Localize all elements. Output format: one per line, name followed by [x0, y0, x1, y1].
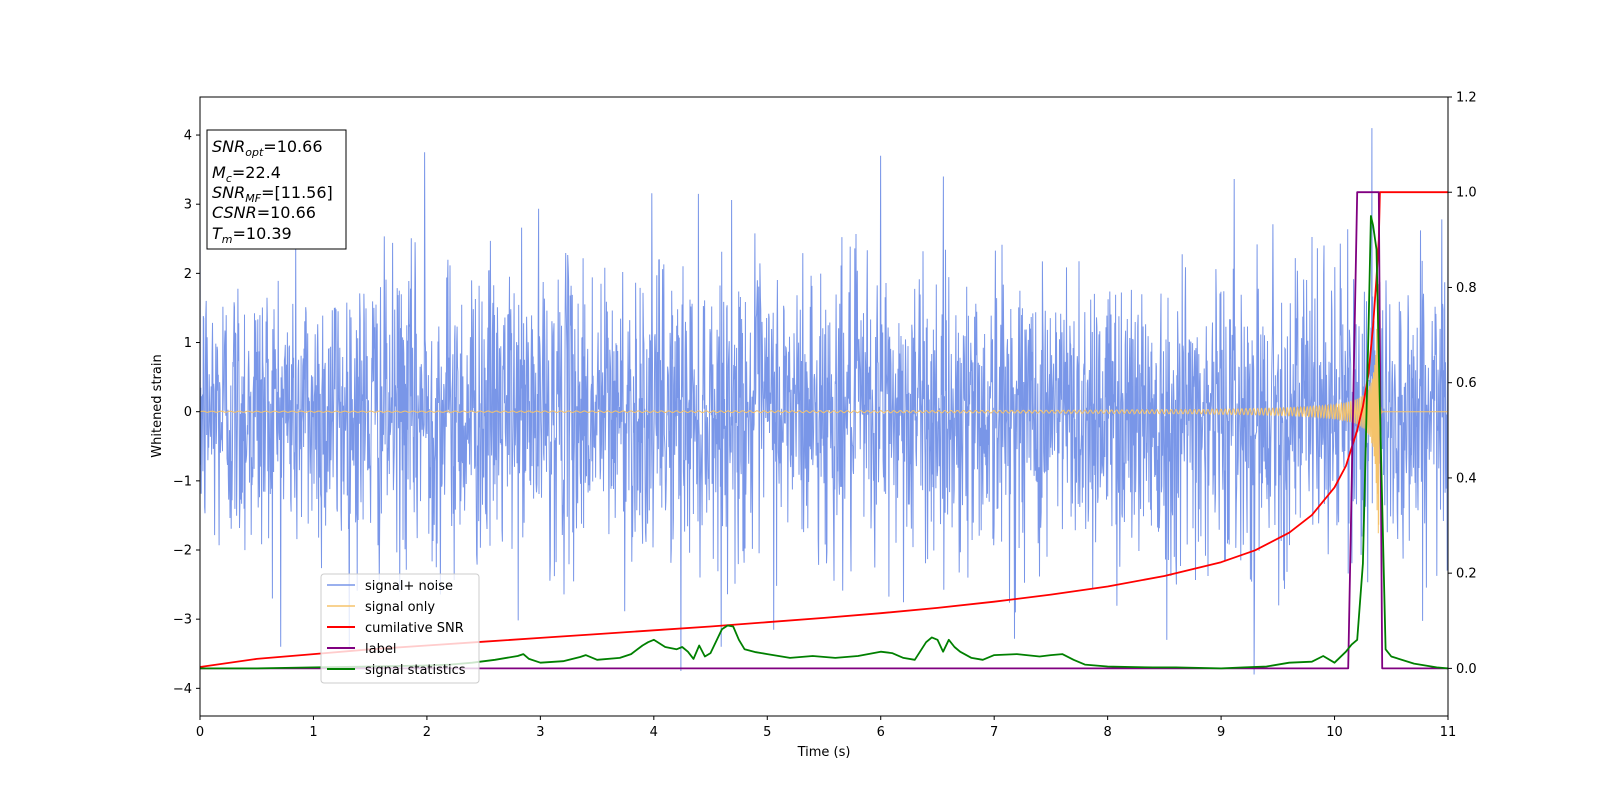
legend-label: signal only — [365, 600, 435, 615]
annotation-symbol: T — [212, 224, 223, 243]
x-tick-label: 10 — [1326, 725, 1343, 740]
plot-area — [199, 128, 1449, 675]
y2-tick-label: 0.8 — [1456, 281, 1477, 296]
y2-tick-label: 0.0 — [1456, 662, 1477, 677]
annotation-subscript: c — [226, 172, 232, 185]
annotation-subscript: m — [222, 233, 233, 246]
annotation-line: CSNR=10.66 — [212, 203, 316, 222]
y-tick-label: −4 — [173, 682, 192, 697]
y2-tick-label: 1.0 — [1456, 186, 1477, 201]
annotation-symbol: SNR — [212, 137, 245, 156]
y2-tick-label: 0.4 — [1456, 471, 1477, 486]
annotation-symbol: CSNR — [212, 203, 257, 222]
y-tick-label: 2 — [184, 267, 192, 282]
series-signal-statistics — [200, 215, 1449, 670]
y-tick-label: 1 — [184, 336, 192, 351]
x-tick-label: 0 — [196, 725, 204, 740]
annotation-frame — [206, 129, 347, 250]
y-tick-label: 4 — [184, 129, 192, 144]
x-tick-label: 11 — [1440, 725, 1457, 740]
y-tick-label: −1 — [173, 474, 192, 489]
annotation-line: Tm=10.39 — [212, 224, 292, 246]
x-tick-label: 1 — [309, 725, 317, 740]
y-tick-label: −3 — [173, 613, 192, 628]
legend-frame — [320, 573, 480, 684]
legend-label: cumilative SNR — [365, 621, 464, 636]
annotation-value: =10.39 — [233, 224, 292, 243]
annotation-subscript: MF — [245, 192, 261, 205]
y-tick-label: 3 — [184, 198, 192, 213]
x-tick-label: 3 — [536, 725, 544, 740]
annotation-value: =22.4 — [232, 163, 281, 182]
x-tick-label: 5 — [763, 725, 771, 740]
annotation-symbol: M — [212, 163, 226, 182]
series-signal-only — [199, 284, 1448, 534]
x-tick-label: 2 — [423, 725, 431, 740]
y-axis-label: Whitened strain — [150, 354, 165, 457]
y2-tick-label: 0.6 — [1456, 376, 1477, 391]
legend-label: label — [365, 642, 396, 657]
annotation-line: SNRMF=[11.56] — [212, 183, 333, 205]
annotation-value: =10.66 — [263, 137, 322, 156]
x-tick-label: 6 — [877, 725, 885, 740]
y-tick-label: 0 — [184, 405, 192, 420]
annotation-value: =[11.56] — [261, 183, 333, 202]
x-axis-label: Time (s) — [797, 745, 851, 760]
annotation-box: SNRopt=10.66Mc=22.4SNRMF=[11.56]CSNR=10.… — [206, 129, 347, 250]
series-signal-noise — [199, 128, 1449, 675]
legend-label: signal statistics — [365, 663, 466, 678]
x-tick-label: 7 — [990, 725, 998, 740]
axes-frame — [199, 96, 1449, 717]
axis-ticks: 0 1 2 3 4 5 6 7 8 9 10 11 −4 −3 −2 −1 0 1 2 3 4 0.0 0.2 0.4 0.6 0… — [173, 91, 1477, 741]
x-tick-label: 8 — [1103, 725, 1111, 740]
annotation-symbol: SNR — [212, 183, 245, 202]
x-tick-label: 4 — [650, 725, 658, 740]
y-tick-label: −2 — [173, 544, 192, 559]
annotation-subscript: opt — [245, 146, 264, 159]
legend-label: signal+ noise — [365, 579, 453, 594]
y2-tick-label: 0.2 — [1456, 567, 1477, 582]
annotation-line: SNRopt=10.66 — [212, 137, 323, 159]
annotation-value: =10.66 — [257, 203, 316, 222]
legend: signal+ noise signal only cumilative SNR la… — [320, 573, 480, 684]
x-tick-label: 9 — [1217, 725, 1225, 740]
series-label — [200, 191, 1448, 670]
y2-tick-label: 1.2 — [1456, 91, 1477, 106]
annotation-line: Mc=22.4 — [212, 163, 281, 185]
